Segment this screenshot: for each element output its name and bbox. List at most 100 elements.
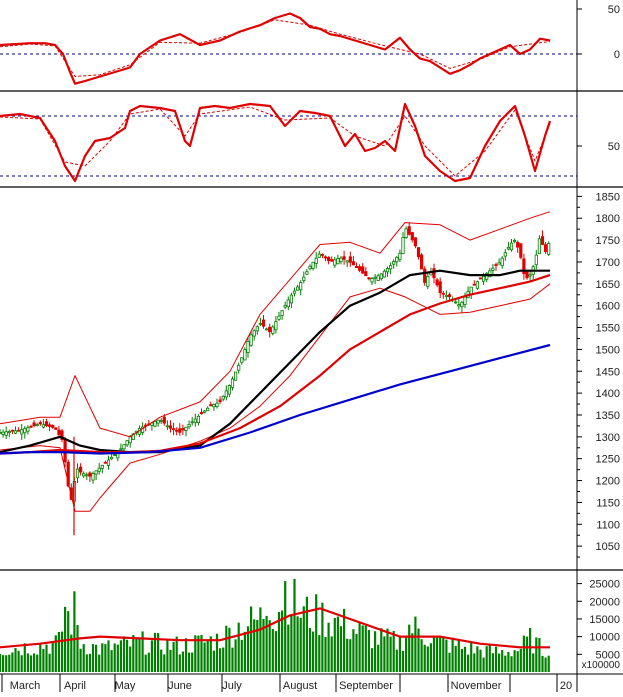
- y-tick-label: 1150: [596, 497, 620, 509]
- candle-body: [494, 264, 498, 267]
- volume-bar: [144, 654, 147, 672]
- candle-body: [252, 330, 256, 337]
- candle-body: [342, 256, 346, 260]
- candle-body: [44, 421, 49, 427]
- candle-body: [435, 279, 439, 286]
- volume-bar: [374, 631, 377, 672]
- candle-body: [333, 259, 337, 266]
- candle-body: [413, 237, 418, 247]
- volume-bar: [532, 653, 535, 672]
- volume-bar: [26, 653, 29, 672]
- y-tick-label: 1800: [596, 213, 620, 225]
- volume-bar: [473, 653, 476, 672]
- moving-average-mid-line: [0, 274, 551, 455]
- volume-bar: [445, 639, 448, 672]
- candle-body: [54, 427, 58, 430]
- y-tick-label: 50: [608, 141, 620, 153]
- candle-body: [237, 364, 241, 371]
- candle-body: [32, 422, 36, 427]
- volume-bar: [423, 644, 426, 672]
- volume-bar: [281, 610, 284, 672]
- volume-bar: [104, 644, 107, 672]
- volume-multiplier-label: x100000: [582, 660, 621, 671]
- volume-bar: [45, 644, 48, 672]
- candle-body: [187, 424, 191, 428]
- volume-bar: [302, 606, 305, 672]
- volume-bar: [392, 630, 395, 672]
- candle-body: [41, 424, 46, 428]
- y-tick-label: 1400: [596, 388, 620, 400]
- volume-bar: [184, 638, 188, 672]
- volume-bar: [439, 636, 442, 672]
- candle-body: [171, 428, 176, 431]
- candle-body: [485, 273, 489, 280]
- volume-bar: [95, 644, 98, 672]
- candle-body: [16, 429, 21, 432]
- candle-body: [119, 448, 123, 451]
- candle-body: [460, 301, 464, 308]
- candle-body: [472, 283, 476, 286]
- candle-body: [264, 328, 269, 331]
- candle-body: [392, 261, 396, 265]
- candle-body: [534, 254, 538, 266]
- candle-body: [271, 326, 275, 334]
- candle-body: [404, 228, 408, 238]
- candle-body: [373, 276, 377, 279]
- candle-body: [330, 259, 334, 262]
- candle-body: [423, 268, 427, 283]
- x-tick-label: July: [222, 680, 242, 692]
- candle-body: [268, 326, 272, 333]
- volume-bar: [268, 620, 271, 672]
- volume-bar: [88, 653, 91, 672]
- x-tick-label: September: [339, 680, 393, 692]
- candle-body: [491, 267, 495, 271]
- volume-bar: [343, 608, 346, 672]
- candle-body: [66, 461, 70, 487]
- x-tick-label: August: [283, 680, 317, 692]
- candle-body: [162, 416, 166, 424]
- volume-bar: [215, 633, 219, 672]
- candle-body: [336, 258, 340, 265]
- candle-body: [91, 473, 95, 481]
- candle-body: [13, 430, 18, 434]
- volume-bar: [122, 636, 126, 672]
- candle-body: [106, 459, 111, 466]
- candle-body: [302, 276, 306, 281]
- volume-bar: [132, 635, 135, 672]
- candle-body: [212, 404, 216, 408]
- volume-bar: [547, 655, 550, 672]
- volume-bar: [361, 625, 364, 672]
- volume-bar: [488, 644, 491, 672]
- candle-body: [410, 232, 414, 241]
- candle-body: [206, 407, 210, 412]
- y-tick-label: 1450: [596, 366, 620, 378]
- volume-bar: [246, 626, 250, 672]
- volume-bar: [516, 651, 519, 672]
- volume-bar: [293, 578, 296, 672]
- volume-bar: [2, 655, 5, 672]
- volume-bar: [0, 653, 2, 672]
- candle-body: [299, 282, 303, 291]
- candle-body: [258, 323, 263, 325]
- candle-body: [103, 461, 107, 464]
- volume-bar: [389, 636, 392, 672]
- volume-bar: [287, 624, 290, 672]
- candle-body: [181, 428, 185, 431]
- candle-body: [441, 292, 445, 295]
- candle-body: [240, 357, 244, 363]
- candle-body: [233, 371, 238, 381]
- volume-bar: [265, 615, 268, 672]
- candle-body: [432, 268, 436, 279]
- volume-bar: [420, 639, 423, 672]
- volume-bar: [14, 648, 17, 672]
- volume-bar: [336, 616, 339, 672]
- volume-bar: [377, 644, 380, 672]
- volume-bar: [541, 655, 544, 672]
- volume-bar: [228, 627, 231, 672]
- volume-bar: [538, 638, 541, 672]
- volume-bar: [305, 596, 308, 672]
- volume-bar: [507, 651, 510, 672]
- volume-bar: [194, 635, 197, 672]
